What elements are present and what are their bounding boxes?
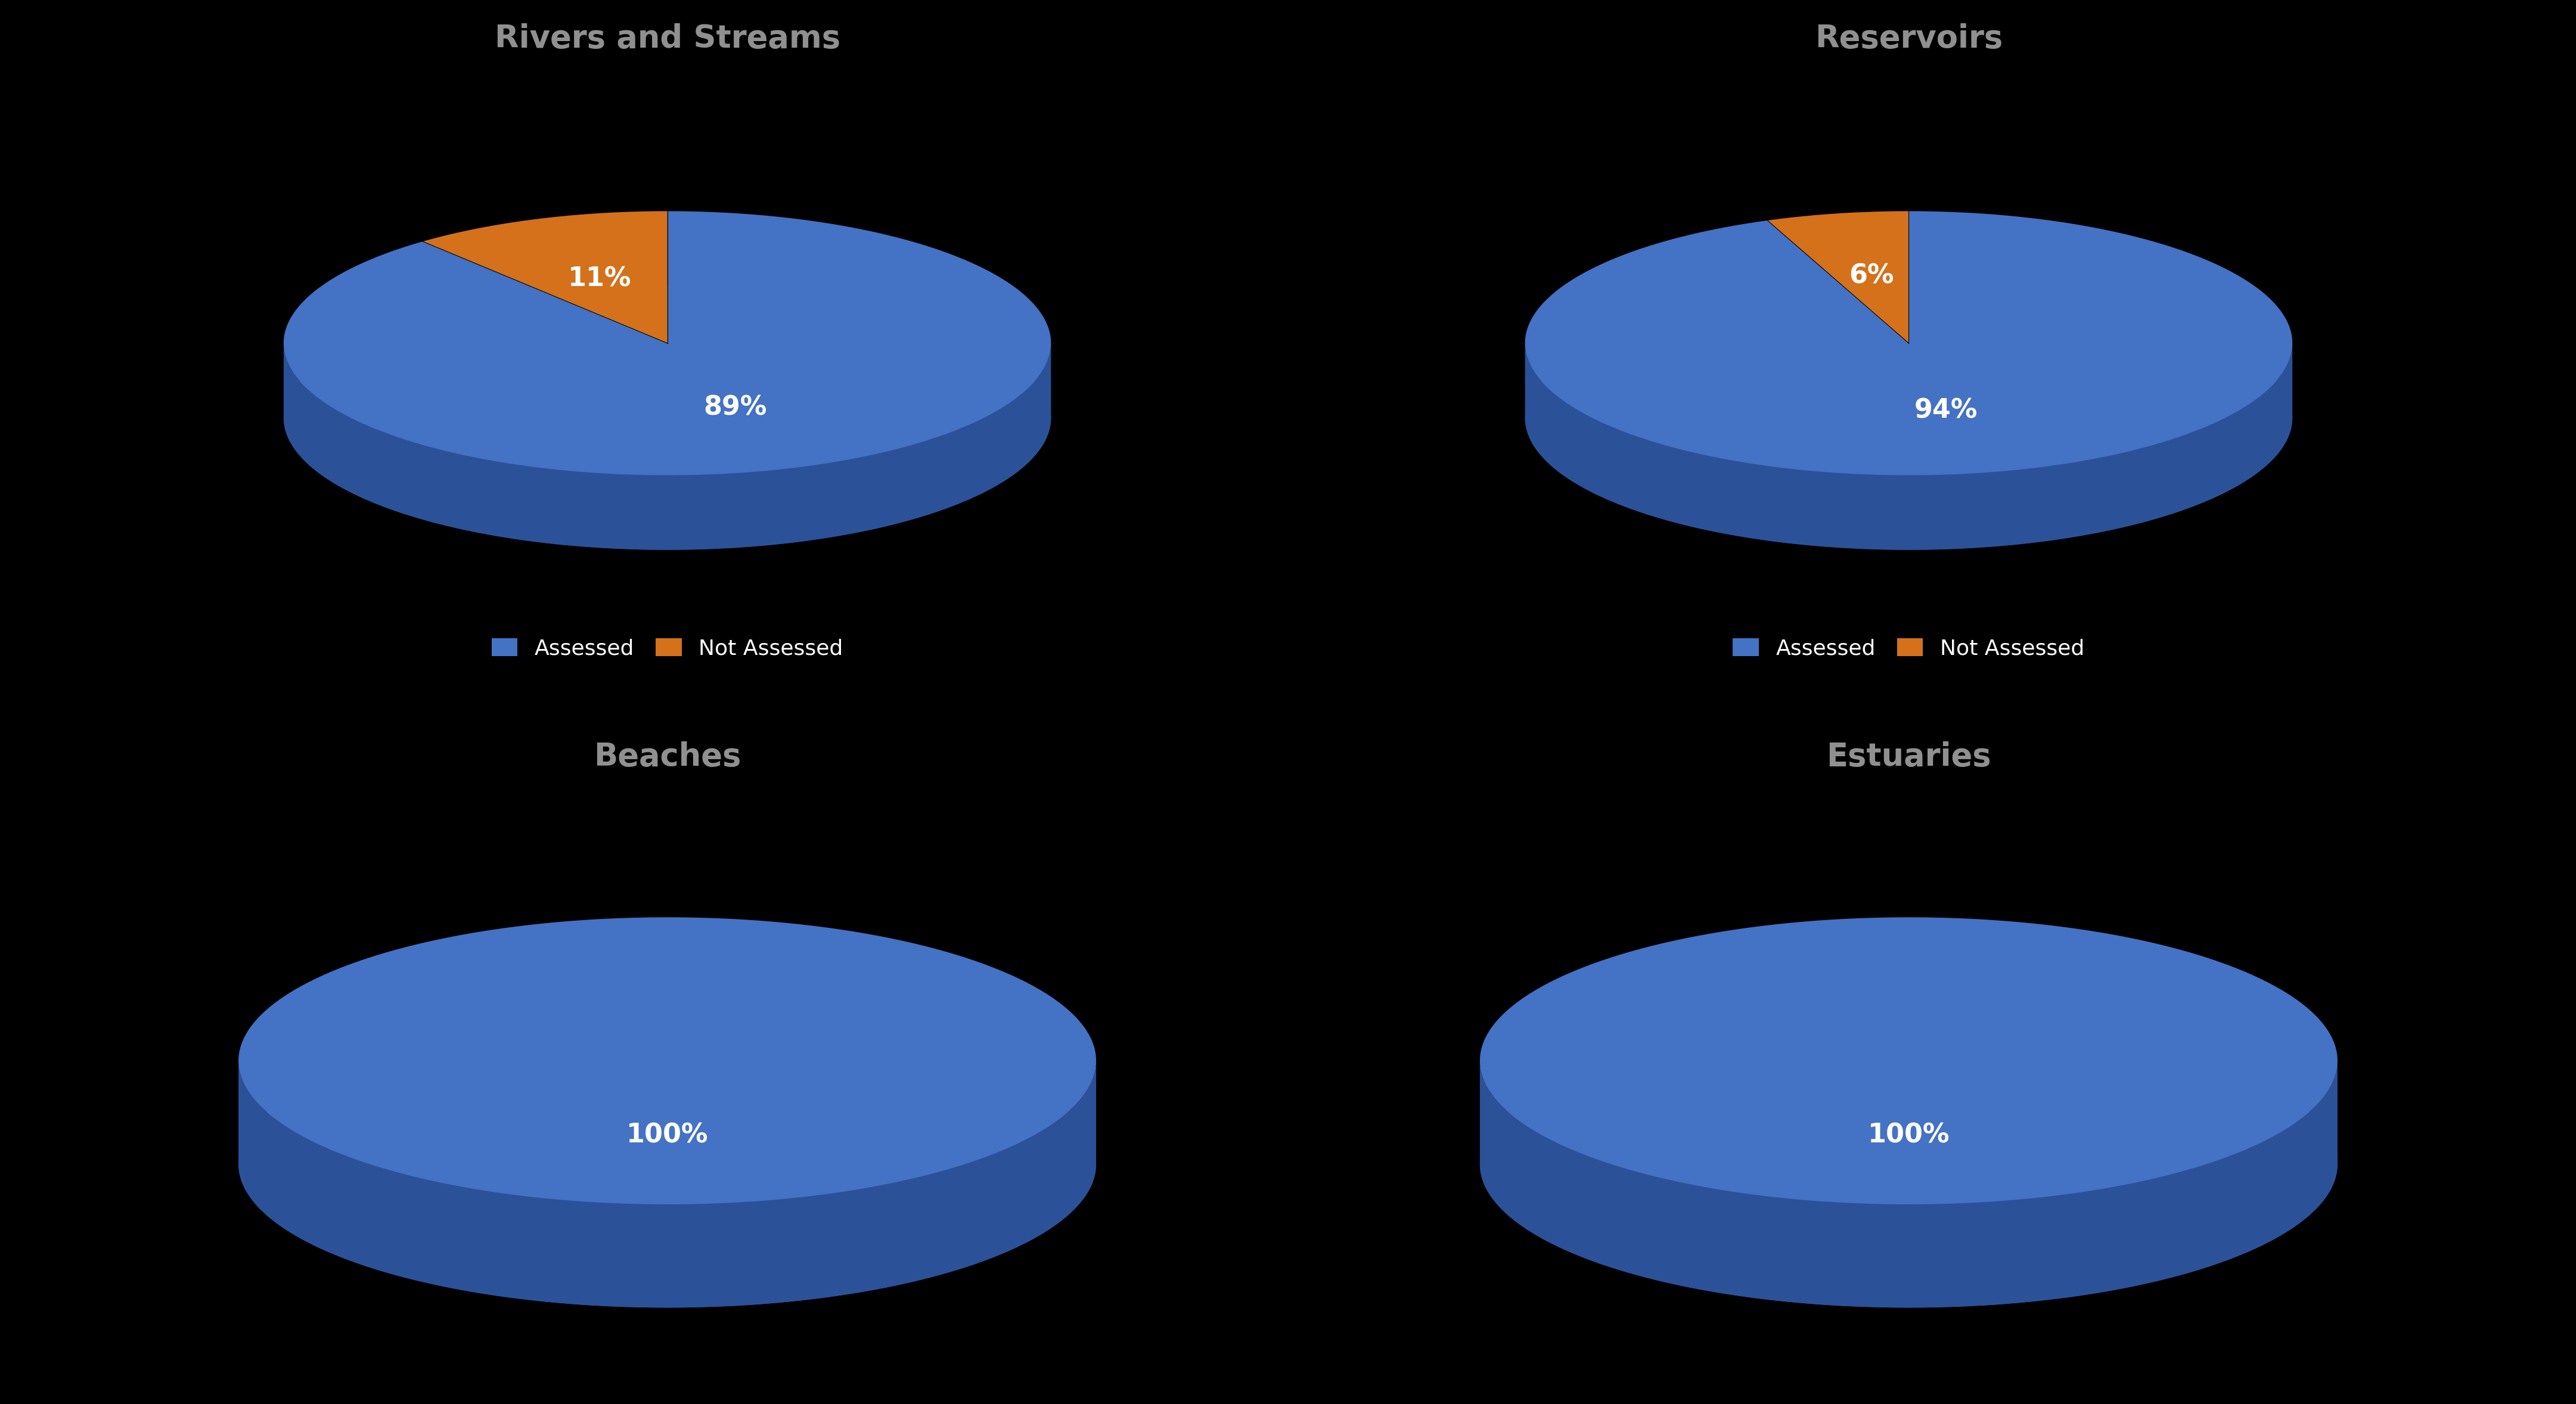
- Text: 94%: 94%: [1914, 397, 1978, 424]
- Ellipse shape: [1525, 286, 2293, 550]
- Polygon shape: [1479, 917, 2336, 1205]
- Title: Reservoirs: Reservoirs: [1814, 24, 2002, 55]
- Polygon shape: [283, 343, 1051, 550]
- Polygon shape: [1479, 1061, 2336, 1307]
- Ellipse shape: [283, 286, 1051, 550]
- Text: 89%: 89%: [703, 395, 768, 421]
- Legend: Assessed, Not Assessed: Assessed, Not Assessed: [484, 632, 850, 665]
- Title: Rivers and Streams: Rivers and Streams: [495, 24, 840, 55]
- Polygon shape: [240, 917, 1097, 1205]
- Polygon shape: [1525, 344, 2293, 550]
- Title: Estuaries: Estuaries: [1826, 741, 1991, 772]
- Polygon shape: [240, 1061, 1097, 1307]
- Text: 11%: 11%: [567, 265, 631, 292]
- Polygon shape: [1525, 211, 2293, 475]
- Legend: Assessed, Not Assessed: Assessed, Not Assessed: [1726, 632, 2092, 665]
- Text: 6%: 6%: [1850, 263, 1893, 289]
- Text: 100%: 100%: [1868, 1123, 1950, 1148]
- Title: Beaches: Beaches: [592, 741, 742, 772]
- Polygon shape: [1767, 211, 1909, 343]
- Polygon shape: [283, 211, 1051, 475]
- Ellipse shape: [1479, 1021, 2336, 1307]
- Ellipse shape: [240, 1021, 1097, 1307]
- Polygon shape: [422, 211, 667, 343]
- Text: 100%: 100%: [626, 1123, 708, 1148]
